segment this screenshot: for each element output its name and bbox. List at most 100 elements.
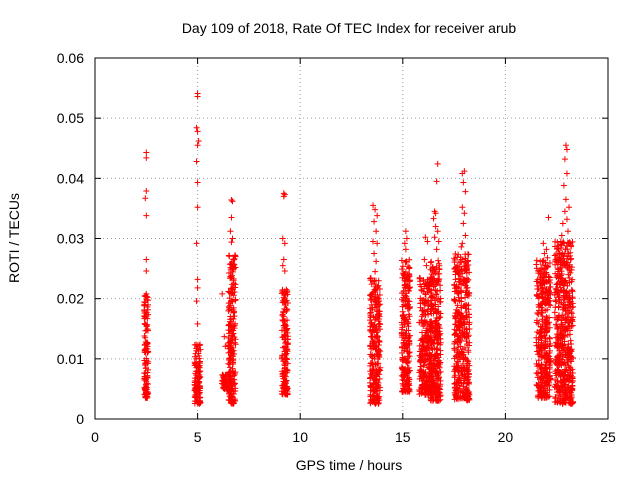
- data-point: [195, 352, 202, 359]
- data-point: [564, 344, 571, 351]
- data-point: [194, 204, 201, 211]
- data-point: [227, 378, 234, 385]
- data-point: [465, 276, 472, 283]
- data-point: [463, 326, 470, 333]
- data-point: [405, 387, 412, 394]
- data-point: [546, 260, 553, 267]
- data-point: [398, 266, 405, 273]
- data-point: [432, 306, 439, 313]
- data-point: [465, 380, 472, 387]
- data-point: [225, 288, 232, 295]
- data-point: [371, 387, 378, 394]
- data-point: [376, 308, 383, 315]
- data-point: [228, 196, 235, 203]
- data-point: [143, 380, 150, 387]
- data-point: [406, 332, 413, 339]
- data-point: [547, 302, 554, 309]
- data-point: [370, 396, 377, 403]
- data-point: [435, 382, 442, 389]
- data-point: [194, 142, 201, 149]
- data-point: [559, 260, 566, 267]
- data-point: [227, 228, 234, 235]
- data-point: [142, 195, 149, 202]
- data-point: [368, 301, 375, 308]
- data-point: [230, 256, 237, 263]
- data-point: [554, 377, 561, 384]
- data-point: [428, 271, 435, 278]
- data-point: [541, 332, 548, 339]
- y-tick-label: 0: [76, 411, 84, 427]
- data-point: [376, 393, 383, 400]
- data-point: [141, 333, 148, 340]
- data-point: [457, 337, 464, 344]
- data-point: [428, 301, 435, 308]
- data-point: [433, 178, 440, 185]
- data-point: [192, 384, 199, 391]
- data-point: [563, 216, 570, 223]
- data-point: [229, 198, 236, 205]
- data-point: [279, 390, 286, 397]
- data-point: [143, 149, 150, 156]
- data-point: [435, 260, 442, 267]
- x-tick-label: 15: [395, 429, 411, 445]
- data-point: [429, 264, 436, 271]
- data-point: [417, 359, 424, 366]
- data-point: [562, 196, 569, 203]
- data-point: [435, 330, 442, 337]
- data-point: [371, 286, 378, 293]
- data-point: [283, 323, 290, 330]
- data-point: [228, 393, 235, 400]
- data-point: [367, 362, 374, 369]
- data-point: [229, 367, 236, 374]
- data-point: [229, 281, 236, 288]
- data-point: [424, 308, 431, 315]
- x-tick-label: 25: [600, 429, 616, 445]
- data-point: [555, 313, 562, 320]
- data-point: [404, 337, 411, 344]
- data-point: [232, 341, 239, 348]
- data-point: [437, 287, 444, 294]
- data-point: [546, 386, 553, 393]
- data-point: [194, 128, 201, 135]
- data-point: [456, 385, 463, 392]
- data-point: [454, 348, 461, 355]
- data-point: [537, 301, 544, 308]
- data-point: [194, 179, 201, 186]
- data-point: [143, 212, 150, 219]
- data-point: [229, 398, 236, 405]
- data-point: [197, 385, 204, 392]
- data-point: [452, 276, 459, 283]
- data-point: [284, 336, 291, 343]
- data-point: [435, 392, 442, 399]
- data-point: [428, 378, 435, 385]
- data-point: [537, 327, 544, 334]
- data-point: [399, 354, 406, 361]
- data-point: [229, 268, 236, 275]
- data-point: [280, 256, 287, 263]
- data-point: [402, 246, 409, 253]
- data-point: [226, 330, 233, 337]
- data-point: [544, 254, 551, 261]
- data-point: [554, 398, 561, 405]
- data-point: [456, 374, 463, 381]
- data-point: [424, 288, 431, 295]
- data-point: [192, 391, 199, 398]
- data-point: [564, 228, 571, 235]
- data-point: [539, 258, 546, 265]
- data-point: [230, 265, 237, 272]
- data-point: [418, 283, 425, 290]
- data-point: [434, 228, 441, 235]
- data-point: [462, 294, 469, 301]
- data-point: [373, 228, 380, 235]
- data-point: [539, 285, 546, 292]
- data-point: [542, 385, 549, 392]
- data-point: [400, 298, 407, 305]
- y-tick-label: 0.01: [57, 351, 84, 367]
- data-point: [406, 341, 413, 348]
- data-point: [368, 384, 375, 391]
- data-point: [451, 380, 458, 387]
- data-point: [552, 289, 559, 296]
- data-point: [567, 400, 574, 407]
- data-point: [454, 302, 461, 309]
- data-point: [144, 321, 151, 328]
